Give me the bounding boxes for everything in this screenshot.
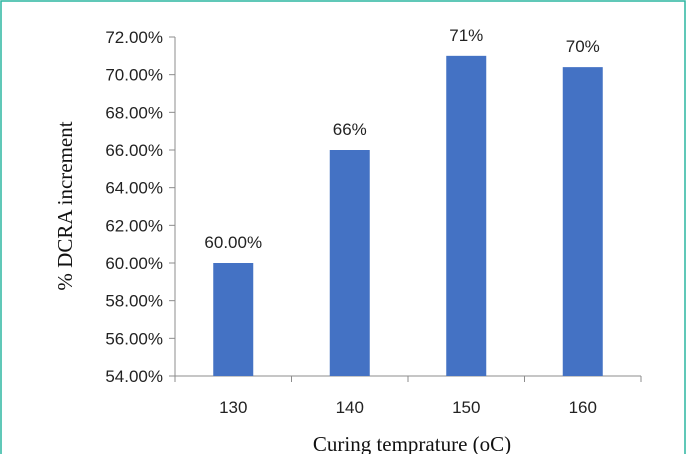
y-tick-label: 60.00% (105, 254, 163, 273)
data-labels: 60.00% 66% 71% 70% (204, 26, 599, 252)
y-tick-label: 72.00% (105, 28, 163, 47)
data-label-150: 71% (449, 26, 483, 45)
x-tick-label: 160 (569, 398, 597, 417)
y-tick-label: 62.00% (105, 216, 163, 235)
bar-150 (446, 55, 487, 376)
data-label-130: 60.00% (204, 233, 262, 252)
data-label-160: 70% (566, 37, 600, 56)
y-axis-title: % DCRA increment (53, 121, 77, 290)
x-tick-label: 150 (452, 398, 480, 417)
bar-160 (562, 67, 603, 376)
data-label-140: 66% (333, 120, 367, 139)
bars (213, 55, 603, 376)
y-tick-label: 64.00% (105, 179, 163, 198)
x-tick-label: 130 (219, 398, 247, 417)
y-tick-label: 54.00% (105, 367, 163, 386)
y-tick-labels: 54.00% 56.00% 58.00% 60.00% 62.00% 64.00% 66.0… (105, 28, 163, 386)
y-tick-label: 58.00% (105, 292, 163, 311)
y-tick-label: 68.00% (105, 103, 163, 122)
y-tick-label: 66.00% (105, 141, 163, 160)
x-tick-labels: 130 140 150 160 (219, 398, 597, 417)
bar-140 (329, 150, 370, 376)
x-axis-title: Curing temprature (oC) (313, 432, 511, 454)
x-tick-label: 140 (336, 398, 364, 417)
bar-130 (213, 263, 254, 376)
y-tick-label: 56.00% (105, 329, 163, 348)
y-tick-label: 70.00% (105, 66, 163, 85)
